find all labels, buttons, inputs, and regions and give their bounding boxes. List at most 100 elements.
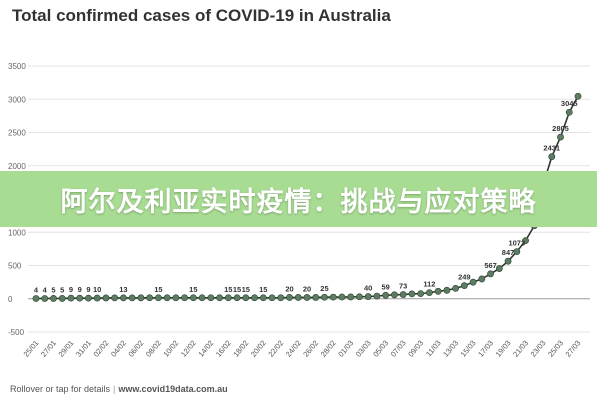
x-tick-label: 21/03 <box>511 339 530 359</box>
x-tick-label: 19/03 <box>494 339 513 359</box>
data-point <box>382 291 390 299</box>
x-tick-label: 25/03 <box>546 339 565 359</box>
x-tick-label: 14/02 <box>196 339 215 359</box>
data-label: 4 <box>43 285 48 294</box>
data-label: 13 <box>119 285 127 294</box>
data-label: 112 <box>423 280 435 289</box>
data-label: 567 <box>484 261 497 270</box>
data-point <box>329 293 337 301</box>
data-label: 5 <box>60 285 64 294</box>
footer-separator: | <box>113 384 116 394</box>
data-point <box>565 108 573 116</box>
data-point <box>259 294 267 302</box>
data-point <box>460 282 468 290</box>
data-label: 249 <box>458 273 471 282</box>
data-point <box>111 294 119 302</box>
data-point <box>504 257 512 265</box>
x-tick-label: 16/02 <box>214 339 233 359</box>
x-tick-label: 28/02 <box>319 339 338 359</box>
data-point <box>233 294 241 302</box>
data-label: 15 <box>242 285 250 294</box>
data-label: 2805 <box>552 124 569 133</box>
x-tick-label: 27/03 <box>564 339 583 359</box>
data-label: 9 <box>78 285 82 294</box>
data-point <box>478 275 486 283</box>
data-point <box>32 295 40 302</box>
data-point <box>58 295 66 302</box>
x-tick-label: 31/01 <box>74 339 93 359</box>
data-point <box>251 294 258 302</box>
data-point <box>277 294 285 302</box>
x-tick-label: 12/02 <box>179 339 198 359</box>
data-label: 59 <box>382 282 390 291</box>
x-tick-label: 03/03 <box>354 339 373 359</box>
data-label: 15 <box>154 285 162 294</box>
data-point <box>391 291 398 299</box>
x-tick-label: 02/02 <box>92 339 111 359</box>
data-label: 9 <box>69 285 73 294</box>
x-tick-label: 27/01 <box>39 339 58 359</box>
data-point <box>294 294 302 301</box>
data-point <box>128 294 136 302</box>
data-point <box>163 294 171 302</box>
data-point <box>399 291 407 298</box>
data-point <box>487 270 494 278</box>
data-point <box>425 289 433 297</box>
data-point <box>557 133 564 141</box>
x-tick-label: 26/02 <box>301 339 320 359</box>
x-tick-label: 08/02 <box>144 339 163 359</box>
data-point <box>137 294 145 302</box>
data-point <box>469 278 477 286</box>
data-point <box>85 294 92 302</box>
data-label: 2431 <box>543 144 560 153</box>
data-point <box>574 92 582 100</box>
x-tick-label: 01/03 <box>336 339 355 359</box>
y-tick-label: 2500 <box>8 129 26 138</box>
data-label: 15 <box>224 285 232 294</box>
data-point <box>417 290 425 298</box>
data-point <box>172 294 180 302</box>
x-tick-label: 07/03 <box>389 339 408 359</box>
data-point <box>364 293 372 300</box>
data-point <box>303 294 311 301</box>
data-label: 15 <box>189 285 197 294</box>
data-point <box>102 294 110 302</box>
y-tick-label: -500 <box>8 328 25 337</box>
data-label: 9 <box>86 285 90 294</box>
x-tick-label: 17/03 <box>476 339 495 359</box>
data-point <box>41 295 49 302</box>
data-point <box>76 294 84 302</box>
x-tick-label: 20/02 <box>249 339 268 359</box>
data-label: 847 <box>502 248 515 257</box>
data-point <box>338 293 346 301</box>
data-point <box>443 286 451 294</box>
x-tick-label: 04/02 <box>109 339 128 359</box>
data-point <box>408 290 416 298</box>
data-label: 73 <box>399 282 407 291</box>
y-tick-label: 2000 <box>8 162 26 171</box>
x-tick-label: 25/01 <box>22 339 41 359</box>
chart-title: Total confirmed cases of COVID-19 in Aus… <box>12 6 391 25</box>
data-point <box>154 294 162 302</box>
x-tick-label: 29/01 <box>57 339 76 359</box>
x-tick-label: 24/02 <box>284 339 303 359</box>
data-point <box>356 293 363 301</box>
data-point <box>216 294 223 302</box>
data-point <box>434 287 442 295</box>
y-tick-label: 3000 <box>8 95 26 104</box>
data-point <box>452 284 460 292</box>
data-label: 1073 <box>508 239 525 248</box>
data-point <box>224 294 232 302</box>
data-label: 20 <box>285 284 293 293</box>
data-label: 15 <box>233 285 241 294</box>
x-tick-label: 15/03 <box>459 339 478 359</box>
data-point <box>50 295 57 302</box>
data-label: 40 <box>364 284 372 293</box>
x-tick-label: 06/02 <box>126 339 145 359</box>
y-tick-label: 1000 <box>8 228 26 237</box>
rollover-hint: Rollover or tap for details <box>10 384 111 394</box>
data-point <box>146 294 154 302</box>
source-link[interactable]: www.covid19data.com.au <box>118 384 228 394</box>
x-tick-label: 05/03 <box>371 339 390 359</box>
